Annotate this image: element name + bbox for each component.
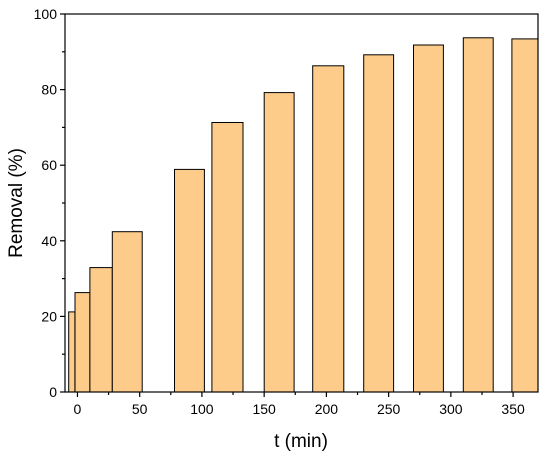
bar-7: [312, 65, 345, 393]
bar-6: [263, 92, 295, 393]
bar-5: [211, 122, 244, 393]
x-tick-label-7: 350: [501, 401, 525, 417]
y-tick-label-1: 20: [41, 308, 57, 324]
y-axis-label: Removal (%): [6, 148, 27, 258]
x-tick-label-2: 100: [190, 401, 214, 417]
bar-4: [174, 168, 205, 393]
x-axis-label: t (min): [274, 431, 328, 452]
x-axis: 0 50 100 150 200 250 300 350: [74, 392, 525, 417]
bar-2: [89, 267, 113, 393]
bar-11: [511, 38, 539, 393]
bars-layer: [68, 37, 539, 393]
x-tick-label-1: 50: [132, 401, 148, 417]
y-tick-label-3: 60: [41, 157, 57, 173]
bar-8: [363, 54, 395, 393]
x-tick-label-6: 300: [439, 401, 463, 417]
bar-10: [462, 37, 494, 393]
y-axis: 0 20 40 60 80 100: [34, 6, 65, 400]
y-tick-label-0: 0: [49, 384, 57, 400]
bar-3: [111, 231, 143, 393]
x-tick-label-0: 0: [74, 401, 82, 417]
x-tick-label-5: 250: [377, 401, 401, 417]
bar-0: [68, 311, 76, 393]
bar-1: [74, 292, 91, 393]
y-tick-label-2: 40: [41, 233, 57, 249]
x-tick-label-3: 150: [252, 401, 276, 417]
y-tick-label-5: 100: [34, 6, 58, 22]
x-tick-label-4: 200: [315, 401, 339, 417]
bar-9: [413, 44, 444, 393]
y-tick-label-4: 80: [41, 82, 57, 98]
